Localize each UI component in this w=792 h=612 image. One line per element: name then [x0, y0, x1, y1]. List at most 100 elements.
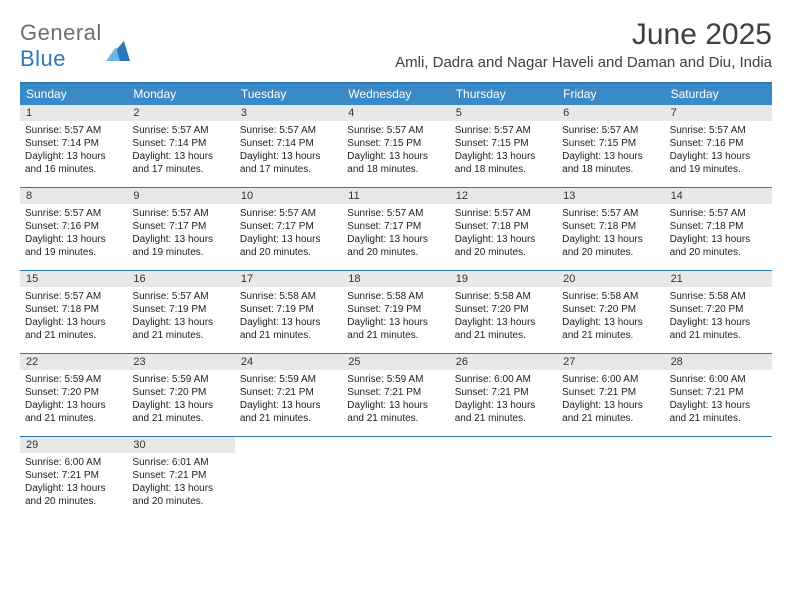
day-number: 8 [20, 188, 127, 204]
day-number: 30 [127, 437, 234, 453]
sunset-text: Sunset: 7:16 PM [670, 137, 767, 150]
calendar-week-row: 22Sunrise: 5:59 AMSunset: 7:20 PMDayligh… [20, 354, 772, 437]
sunset-text: Sunset: 7:21 PM [347, 386, 444, 399]
calendar-week-row: 15Sunrise: 5:57 AMSunset: 7:18 PMDayligh… [20, 271, 772, 354]
day-number: 18 [342, 271, 449, 287]
daylight-text: Daylight: 13 hours [455, 233, 552, 246]
sunset-text: Sunset: 7:17 PM [240, 220, 337, 233]
title-block: June 2025 Amli, Dadra and Nagar Haveli a… [395, 18, 772, 71]
sunrise-text: Sunrise: 5:57 AM [562, 207, 659, 220]
calendar-day-cell: 6Sunrise: 5:57 AMSunset: 7:15 PMDaylight… [557, 105, 664, 187]
sunrise-text: Sunrise: 5:57 AM [562, 124, 659, 137]
sunrise-text: Sunrise: 6:01 AM [132, 456, 229, 469]
daylight-text: and 19 minutes. [670, 163, 767, 176]
sunset-text: Sunset: 7:19 PM [240, 303, 337, 316]
daylight-text: Daylight: 13 hours [25, 399, 122, 412]
calendar-day-cell: 30Sunrise: 6:01 AMSunset: 7:21 PMDayligh… [127, 437, 234, 519]
calendar-empty-cell [450, 437, 557, 519]
sunset-text: Sunset: 7:20 PM [562, 303, 659, 316]
daylight-text: Daylight: 13 hours [240, 316, 337, 329]
topbar: General Blue June 2025 Amli, Dadra and N… [20, 18, 772, 72]
daylight-text: Daylight: 13 hours [132, 399, 229, 412]
sunset-text: Sunset: 7:14 PM [132, 137, 229, 150]
day-number: 29 [20, 437, 127, 453]
day-of-week-header: Sunday Monday Tuesday Wednesday Thursday… [20, 84, 772, 105]
sunrise-text: Sunrise: 5:57 AM [132, 124, 229, 137]
daylight-text: Daylight: 13 hours [132, 233, 229, 246]
logo: General Blue [20, 18, 130, 72]
day-number: 16 [127, 271, 234, 287]
calendar-day-cell: 4Sunrise: 5:57 AMSunset: 7:15 PMDaylight… [342, 105, 449, 187]
sunset-text: Sunset: 7:21 PM [132, 469, 229, 482]
sunset-text: Sunset: 7:16 PM [25, 220, 122, 233]
daylight-text: and 19 minutes. [25, 246, 122, 259]
sunset-text: Sunset: 7:15 PM [347, 137, 444, 150]
daylight-text: Daylight: 13 hours [240, 233, 337, 246]
calendar-day-cell: 23Sunrise: 5:59 AMSunset: 7:20 PMDayligh… [127, 354, 234, 436]
sunrise-text: Sunrise: 6:00 AM [670, 373, 767, 386]
calendar-day-cell: 10Sunrise: 5:57 AMSunset: 7:17 PMDayligh… [235, 188, 342, 270]
calendar-page: General Blue June 2025 Amli, Dadra and N… [0, 0, 792, 519]
daylight-text: and 20 minutes. [240, 246, 337, 259]
day-number: 26 [450, 354, 557, 370]
day-number: 6 [557, 105, 664, 121]
daylight-text: and 21 minutes. [347, 412, 444, 425]
sunset-text: Sunset: 7:19 PM [347, 303, 444, 316]
dow-monday: Monday [127, 84, 234, 105]
sunrise-text: Sunrise: 5:57 AM [455, 207, 552, 220]
calendar-day-cell: 27Sunrise: 6:00 AMSunset: 7:21 PMDayligh… [557, 354, 664, 436]
calendar-day-cell: 18Sunrise: 5:58 AMSunset: 7:19 PMDayligh… [342, 271, 449, 353]
logo-word-general: General [20, 20, 102, 45]
calendar-empty-cell [665, 437, 772, 519]
calendar-day-cell: 13Sunrise: 5:57 AMSunset: 7:18 PMDayligh… [557, 188, 664, 270]
sunrise-text: Sunrise: 5:59 AM [240, 373, 337, 386]
day-number: 21 [665, 271, 772, 287]
daylight-text: and 20 minutes. [455, 246, 552, 259]
dow-thursday: Thursday [450, 84, 557, 105]
daylight-text: Daylight: 13 hours [347, 316, 444, 329]
sunset-text: Sunset: 7:20 PM [455, 303, 552, 316]
daylight-text: and 20 minutes. [25, 495, 122, 508]
daylight-text: and 21 minutes. [25, 412, 122, 425]
day-number: 14 [665, 188, 772, 204]
daylight-text: and 21 minutes. [562, 412, 659, 425]
sunrise-text: Sunrise: 5:59 AM [347, 373, 444, 386]
daylight-text: Daylight: 13 hours [670, 233, 767, 246]
day-number: 12 [450, 188, 557, 204]
day-number: 19 [450, 271, 557, 287]
calendar-day-cell: 21Sunrise: 5:58 AMSunset: 7:20 PMDayligh… [665, 271, 772, 353]
calendar-day-cell: 15Sunrise: 5:57 AMSunset: 7:18 PMDayligh… [20, 271, 127, 353]
sunrise-text: Sunrise: 6:00 AM [25, 456, 122, 469]
daylight-text: and 21 minutes. [670, 329, 767, 342]
daylight-text: and 21 minutes. [562, 329, 659, 342]
sunset-text: Sunset: 7:17 PM [132, 220, 229, 233]
calendar-week-row: 29Sunrise: 6:00 AMSunset: 7:21 PMDayligh… [20, 437, 772, 519]
day-number: 13 [557, 188, 664, 204]
daylight-text: and 21 minutes. [132, 412, 229, 425]
sunrise-text: Sunrise: 5:58 AM [455, 290, 552, 303]
calendar-empty-cell [235, 437, 342, 519]
sunset-text: Sunset: 7:18 PM [670, 220, 767, 233]
day-number: 28 [665, 354, 772, 370]
sunset-text: Sunset: 7:18 PM [562, 220, 659, 233]
calendar-day-cell: 25Sunrise: 5:59 AMSunset: 7:21 PMDayligh… [342, 354, 449, 436]
daylight-text: Daylight: 13 hours [455, 399, 552, 412]
calendar-day-cell: 17Sunrise: 5:58 AMSunset: 7:19 PMDayligh… [235, 271, 342, 353]
daylight-text: Daylight: 13 hours [670, 399, 767, 412]
day-number: 22 [20, 354, 127, 370]
daylight-text: Daylight: 13 hours [455, 316, 552, 329]
daylight-text: and 17 minutes. [132, 163, 229, 176]
sunset-text: Sunset: 7:20 PM [25, 386, 122, 399]
calendar-grid: Sunday Monday Tuesday Wednesday Thursday… [20, 82, 772, 519]
sunrise-text: Sunrise: 5:57 AM [25, 207, 122, 220]
sunrise-text: Sunrise: 5:57 AM [132, 207, 229, 220]
day-number: 25 [342, 354, 449, 370]
day-number: 1 [20, 105, 127, 121]
daylight-text: and 18 minutes. [455, 163, 552, 176]
page-title: June 2025 [395, 18, 772, 52]
daylight-text: Daylight: 13 hours [132, 150, 229, 163]
sunrise-text: Sunrise: 5:59 AM [25, 373, 122, 386]
daylight-text: Daylight: 13 hours [240, 150, 337, 163]
sunset-text: Sunset: 7:21 PM [25, 469, 122, 482]
sunrise-text: Sunrise: 5:57 AM [240, 207, 337, 220]
